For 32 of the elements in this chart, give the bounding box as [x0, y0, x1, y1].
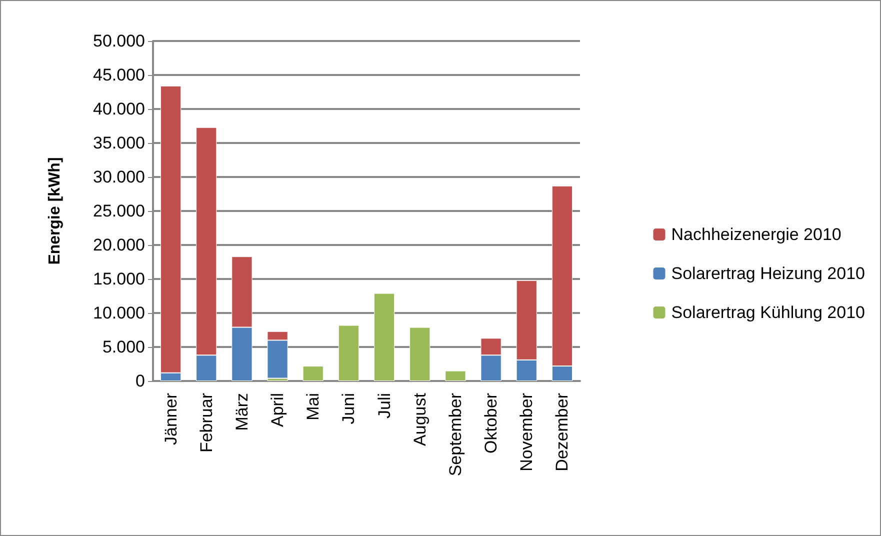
bar [445, 370, 466, 381]
y-axis-title: Energie [kWh] [46, 157, 64, 265]
x-tick-label: April [268, 393, 288, 428]
y-tick-label: 0 [136, 372, 145, 390]
bar [302, 366, 324, 381]
y-tick-label: 20.000 [93, 236, 145, 254]
x-tick-label: Juni [339, 393, 358, 424]
y-tick-label: 5.000 [102, 338, 145, 356]
x-tick-label: März [232, 393, 252, 431]
x-tick-label: Oktober [482, 392, 501, 454]
x-tick-label: Juli [374, 393, 394, 419]
y-tick-label: 25.000 [93, 202, 145, 220]
x-tick-label: Februar [196, 392, 216, 453]
x-tick-label: Mai [304, 393, 323, 420]
bar [338, 325, 360, 381]
bar [410, 327, 430, 381]
legend-label: Nachheizenergie 2010 [671, 225, 842, 244]
bar [374, 293, 395, 381]
y-tick-label: 40.000 [93, 100, 145, 118]
x-tick-label: Dezember [552, 392, 572, 472]
y-tick-label: 35.000 [93, 134, 145, 152]
y-tick-label: 45.000 [93, 66, 145, 84]
y-tick-label: 15.000 [93, 270, 145, 288]
y-tick-label: 30.000 [93, 168, 145, 186]
y-tick-label: 50.000 [93, 32, 145, 50]
x-tick-label: August [410, 392, 430, 446]
x-tick-label: November [517, 392, 536, 472]
x-tick-label: Jänner [161, 392, 180, 445]
y-tick-label: 10.000 [93, 304, 145, 322]
legend-label: Solarertrag Kühlung 2010 [671, 303, 865, 322]
legend-label: Solarertrag Heizung 2010 [671, 264, 865, 283]
x-tick-label: September [446, 392, 465, 476]
